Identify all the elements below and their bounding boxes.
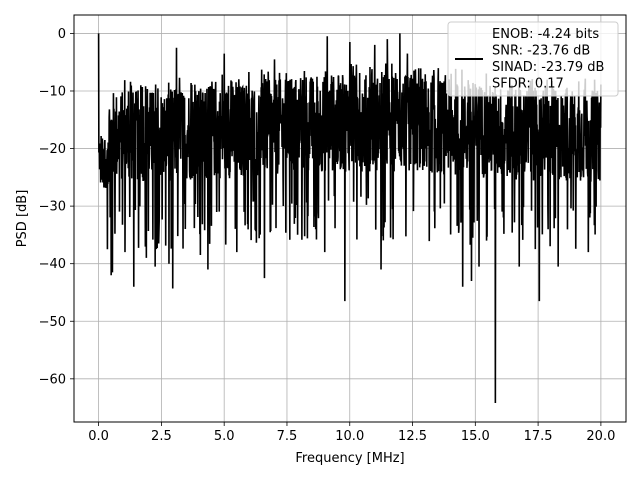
y-tick-label: −60 bbox=[39, 372, 66, 387]
x-tick-label: 17.5 bbox=[524, 429, 553, 444]
x-axis-label: Frequency [MHz] bbox=[295, 451, 404, 466]
plot-area bbox=[97, 33, 602, 404]
x-tick-label: 7.5 bbox=[277, 429, 298, 444]
legend-entry-label: ENOB: -4.24 bits SNR: -23.76 dB SINAD: -23… bbox=[492, 27, 604, 92]
x-tick-label: 15.0 bbox=[461, 429, 490, 444]
x-tick-label: 2.5 bbox=[151, 429, 172, 444]
y-tick-label: −50 bbox=[39, 315, 66, 330]
y-tick-label: −10 bbox=[39, 84, 66, 99]
axis-ticks: 0.0 2.5 5.0 7.5 10.0 12.5 15.0 17.5 20.0 0 −10 −20 −… bbox=[39, 27, 616, 444]
legend-text-line: SINAD: -23.79 dB bbox=[492, 60, 604, 75]
legend-box bbox=[447, 21, 619, 97]
x-tick-label: 12.5 bbox=[398, 429, 427, 444]
legend-text-line: SNR: -23.76 dB bbox=[492, 44, 590, 59]
x-tick-label: 5.0 bbox=[214, 429, 235, 444]
legend: ENOB: -4.24 bits SNR: -23.76 dB SINAD: -23… bbox=[447, 21, 619, 97]
x-tick-label: 10.0 bbox=[335, 429, 364, 444]
y-tick-label: 0 bbox=[58, 27, 66, 42]
y-tick-label: −30 bbox=[39, 200, 66, 215]
y-axis-label: PSD [dB] bbox=[15, 190, 30, 248]
y-tick-label: −40 bbox=[39, 257, 66, 272]
legend-text-line: ENOB: -4.24 bits bbox=[492, 27, 599, 42]
psd-series-line bbox=[97, 33, 602, 404]
x-tick-label: 0.0 bbox=[88, 429, 109, 444]
x-tick-label: 20.0 bbox=[586, 429, 615, 444]
legend-text-line: SFDR: 0.17 bbox=[492, 77, 564, 92]
y-tick-label: −20 bbox=[39, 142, 66, 157]
